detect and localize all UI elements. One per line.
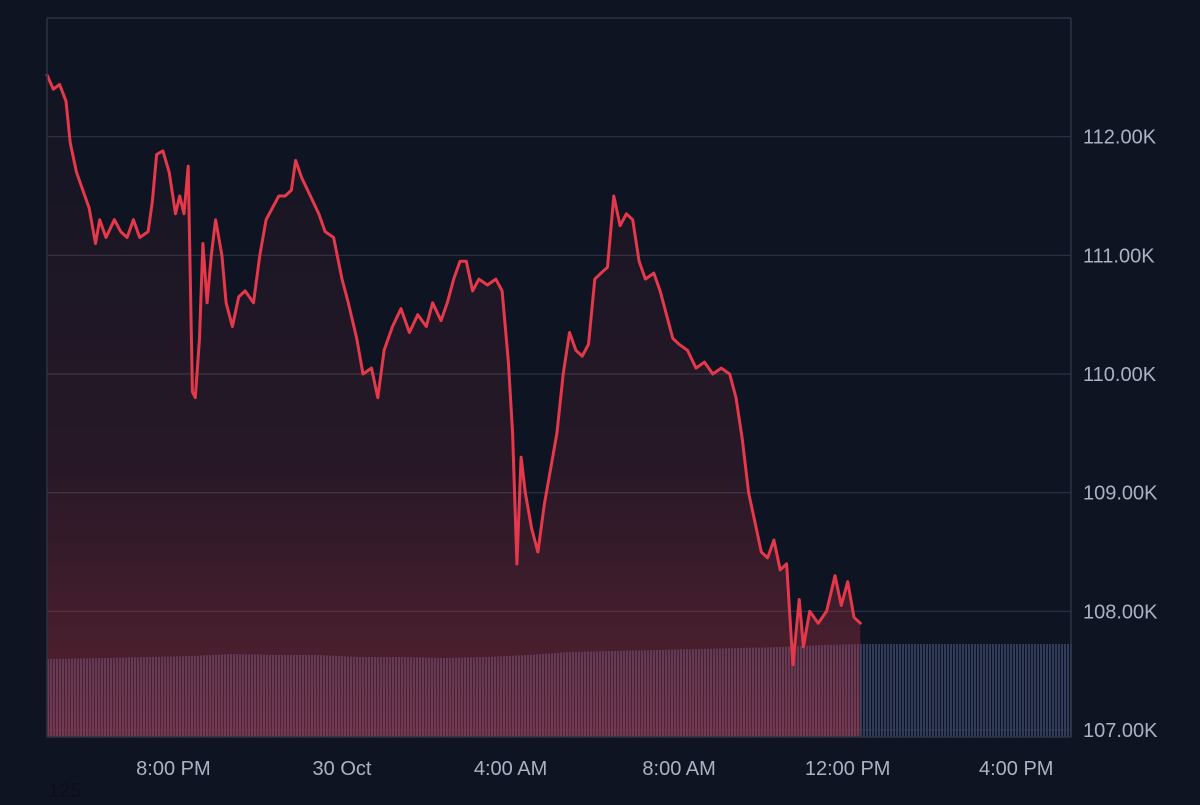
volume-bar — [1028, 644, 1030, 737]
volume-bar — [911, 644, 913, 737]
x-tick-label: 8:00 PM — [136, 758, 210, 780]
y-tick-label: 107.00K — [1083, 720, 1158, 742]
plot-frame — [46, 17, 1072, 738]
volume-bar — [1061, 644, 1063, 737]
volume-bar — [956, 644, 958, 737]
volume-bar — [950, 644, 952, 737]
volume-bar — [995, 644, 997, 737]
volume-bar — [899, 644, 901, 737]
volume-bar — [935, 644, 937, 737]
volume-bar — [941, 644, 943, 737]
x-tick-label: 4:00 AM — [474, 758, 547, 780]
volume-bar — [1001, 644, 1003, 737]
price-area-fill — [47, 75, 861, 737]
volume-bar — [878, 644, 880, 737]
y-tick-label: 112.00K — [1083, 127, 1157, 149]
volume-bar — [1016, 644, 1018, 737]
x-tick-label: 4:00 PM — [979, 758, 1053, 780]
x-tick-label: 8:00 AM — [642, 758, 715, 780]
y-axis-labels: 112.00K 111.00K 110.00K 109.00K 108.00K 107.0… — [1083, 127, 1158, 742]
x-axis-labels: 8:00 PM 30 Oct 4:00 AM 8:00 AM 12:00 PM 4:00 … — [136, 758, 1053, 780]
volume-bar — [1055, 644, 1057, 737]
volume-bar — [953, 644, 955, 737]
volume-bar — [962, 644, 964, 737]
x-tick-label: 12:00 PM — [805, 758, 891, 780]
volume-bar — [971, 644, 973, 737]
volume-bar — [998, 644, 1000, 737]
y-tick-label: 110.00K — [1083, 364, 1157, 386]
volume-bar — [866, 644, 868, 737]
volume-bar — [890, 644, 892, 737]
volume-bar — [902, 644, 904, 737]
volume-bar — [1034, 644, 1036, 737]
volume-bar — [875, 644, 877, 737]
volume-bar — [1049, 644, 1051, 737]
volume-bar — [872, 644, 874, 737]
price-line-path — [45, 73, 862, 667]
y-tick-label: 111.00K — [1083, 245, 1155, 267]
volume-bar — [959, 644, 961, 737]
volume-bar — [929, 644, 931, 737]
volume-bar — [932, 644, 934, 737]
volume-bar — [893, 644, 895, 737]
volume-bar — [980, 644, 982, 737]
volume-bar — [896, 644, 898, 737]
volume-bar — [1058, 644, 1060, 737]
volume-bar — [1040, 644, 1042, 737]
price-area — [47, 75, 861, 737]
y-tick-label: 108.00K — [1083, 601, 1158, 623]
volume-bar — [1007, 644, 1009, 737]
y-tick-label: 109.00K — [1083, 483, 1158, 505]
volume-bar — [914, 644, 916, 737]
volume-bar — [986, 644, 988, 737]
volume-bar — [1037, 644, 1039, 737]
volume-bar — [1004, 644, 1006, 737]
volume-bar — [884, 644, 886, 737]
volume-bar — [992, 644, 994, 737]
volume-bar — [863, 644, 865, 737]
volume-bar — [944, 644, 946, 737]
volume-bar — [1043, 644, 1045, 737]
volume-bar — [1046, 644, 1048, 737]
volume-bar — [965, 644, 967, 737]
x-tick-label: 30 Oct — [313, 758, 372, 780]
volume-bar — [968, 644, 970, 737]
volume-bar — [917, 644, 919, 737]
volume-bar — [881, 644, 883, 737]
volume-bar — [1010, 644, 1012, 737]
volume-bar — [869, 644, 871, 737]
price-line — [45, 73, 862, 667]
volume-bar — [947, 644, 949, 737]
volume-bar — [977, 644, 979, 737]
volume-bar — [1064, 644, 1066, 737]
volume-bar — [1031, 644, 1033, 737]
volume-bar — [887, 644, 889, 737]
volume-bar — [974, 644, 976, 737]
volume-bar — [1013, 644, 1015, 737]
volume-bar — [989, 644, 991, 737]
volume-bar — [920, 644, 922, 737]
volume-bar — [938, 644, 940, 737]
volume-bar — [1025, 644, 1027, 737]
volume-bar — [926, 644, 928, 737]
volume-bar — [908, 644, 910, 737]
volume-bar — [1022, 644, 1024, 737]
volume-bar — [860, 644, 862, 737]
volume-bar — [1019, 644, 1021, 737]
volume-bar — [1067, 644, 1069, 737]
footer-number: 125 — [48, 780, 82, 802]
volume-bar — [923, 644, 925, 737]
volume-bar — [983, 644, 985, 737]
volume-bar — [905, 644, 907, 737]
volume-bar — [1052, 644, 1054, 737]
